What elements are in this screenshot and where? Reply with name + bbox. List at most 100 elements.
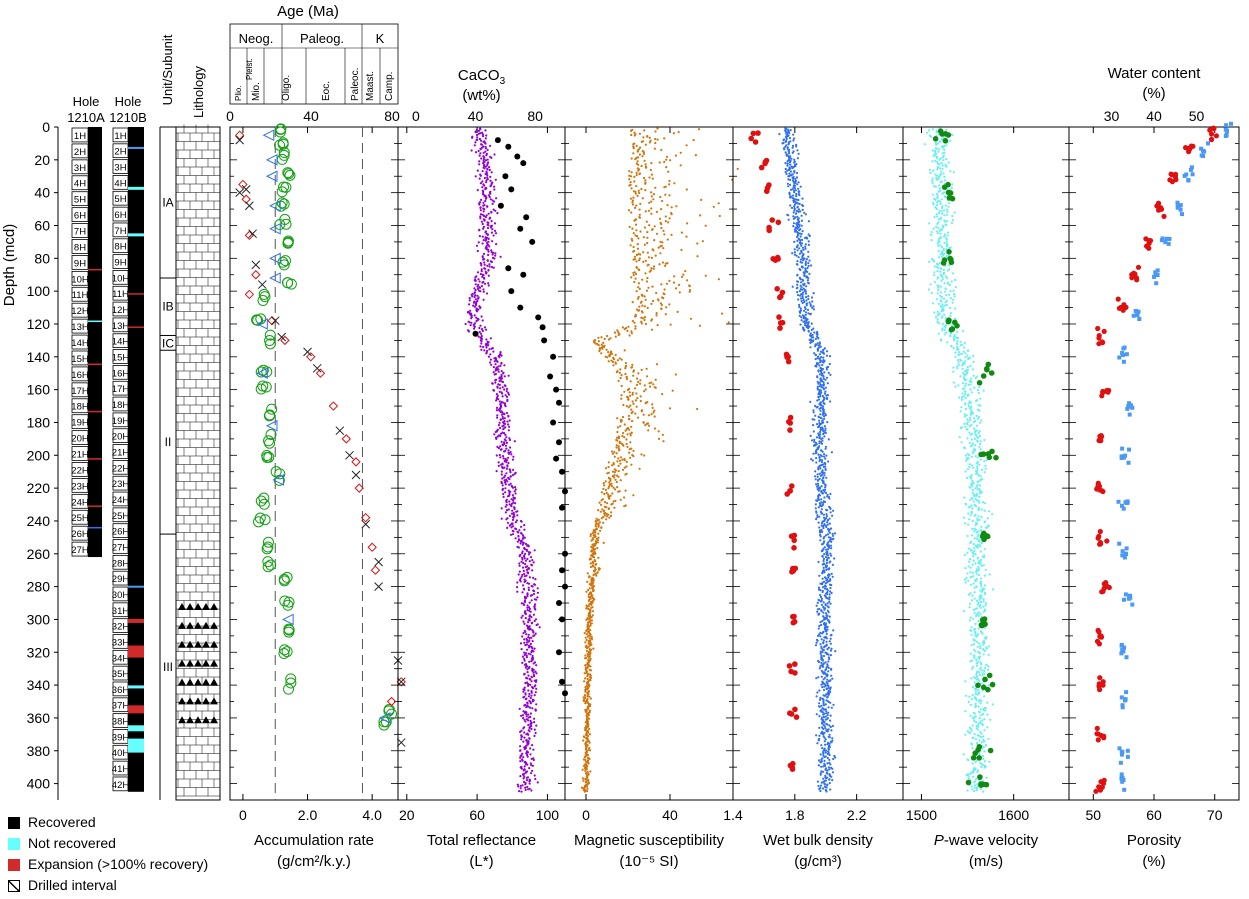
magsus-point — [674, 287, 678, 290]
caco3-point — [472, 330, 479, 337]
magsus-point — [628, 391, 631, 394]
magsus-point — [632, 245, 635, 249]
magsus-point — [644, 402, 647, 405]
magsus-point — [652, 193, 656, 196]
density-point — [817, 453, 820, 456]
reflectance-point — [481, 133, 485, 136]
magsus-point — [653, 415, 656, 418]
density-point — [816, 399, 819, 402]
reflectance-point — [505, 501, 508, 504]
density-point — [792, 222, 796, 225]
caco3-point — [494, 137, 501, 144]
reflectance-point — [533, 583, 537, 586]
depth-tick-label: 280 — [27, 579, 51, 595]
reflectance-point — [528, 615, 531, 618]
hole-a-marker — [88, 505, 102, 507]
density-point — [811, 300, 814, 303]
hole-b-core-label: 10H — [112, 273, 130, 284]
magsus-point — [619, 425, 622, 428]
magsus-point — [630, 175, 633, 178]
reflectance-point — [486, 349, 489, 353]
accum-carb-point — [265, 559, 277, 571]
magsus-point — [645, 220, 648, 223]
reflectance-point — [529, 653, 532, 656]
lithology-chert — [186, 603, 194, 611]
reflectance-point — [487, 344, 490, 347]
magsus-point — [637, 282, 641, 285]
caco3-title-sub: 3 — [500, 76, 506, 87]
magsus-point — [623, 349, 626, 352]
reflectance-point — [496, 416, 499, 419]
reflectance-point — [528, 576, 532, 579]
density-point — [821, 363, 824, 367]
depth-tick-label: 200 — [27, 447, 51, 463]
magsus-point — [641, 155, 644, 158]
magsus-point — [600, 517, 603, 520]
reflectance-point — [522, 769, 525, 772]
accum-total-point — [244, 230, 255, 241]
reflectance-point — [513, 490, 516, 493]
magsus-point — [638, 216, 642, 219]
density-point — [815, 677, 818, 680]
magsus-point — [652, 383, 655, 386]
magsus-point — [618, 459, 622, 462]
magsus-point — [617, 379, 620, 382]
reflectance-point — [521, 537, 525, 540]
reflectance-point — [522, 696, 525, 699]
magsus-point — [589, 704, 592, 708]
density-point — [832, 509, 835, 512]
density-point — [822, 352, 826, 355]
density-point — [819, 595, 823, 599]
reflectance-point — [507, 452, 511, 455]
density-point — [829, 552, 832, 555]
density-point — [816, 482, 820, 485]
reflectance-point — [504, 483, 507, 486]
magsus-point — [645, 375, 649, 378]
reflectance-point — [487, 248, 490, 251]
lithology-chert — [186, 678, 194, 686]
density-discrete-point — [787, 710, 793, 716]
density-point — [817, 784, 820, 788]
reflectance-point — [495, 197, 498, 200]
reflectance-point — [482, 193, 485, 196]
density-point — [825, 515, 829, 518]
density-point — [828, 778, 831, 781]
density-point — [801, 246, 805, 249]
reflectance-point — [487, 221, 490, 224]
density-point — [829, 654, 833, 657]
accum-age-point — [345, 450, 354, 460]
hole-a-core-label: 25H — [71, 513, 89, 524]
magsus-point — [647, 414, 651, 417]
density-point — [831, 779, 834, 782]
reflectance-point — [479, 345, 482, 348]
hole-b-core-label: 41H — [112, 764, 130, 775]
magsus-point — [602, 482, 605, 485]
caco3-tick-label: 0 — [412, 108, 420, 124]
magsus-point — [597, 532, 600, 535]
reflectance-point — [534, 680, 538, 684]
reflectance-point — [526, 557, 529, 561]
reflectance-point — [492, 234, 495, 237]
density-point — [820, 543, 824, 546]
hole-a-marker — [88, 526, 102, 529]
reflectance-point — [478, 330, 481, 334]
density-point — [804, 292, 808, 295]
density-point — [830, 572, 833, 575]
density-point — [818, 787, 821, 791]
depth-tick-label: 0 — [42, 119, 50, 135]
reflectance-point — [476, 297, 480, 300]
age-box-frame — [229, 23, 399, 105]
accum-carb-point — [259, 514, 271, 526]
magsus-point — [611, 470, 615, 473]
reflectance-point — [510, 505, 513, 508]
reflectance-point — [524, 681, 527, 685]
density-point — [822, 559, 825, 563]
density-point — [795, 254, 798, 257]
reflectance-point — [489, 361, 492, 364]
reflectance-point — [533, 721, 536, 724]
density-point — [820, 505, 823, 508]
magsus-point — [648, 176, 651, 179]
magsus-point — [607, 360, 610, 363]
reflectance-point — [511, 468, 515, 471]
age-title: Age (Ma) — [277, 3, 339, 20]
